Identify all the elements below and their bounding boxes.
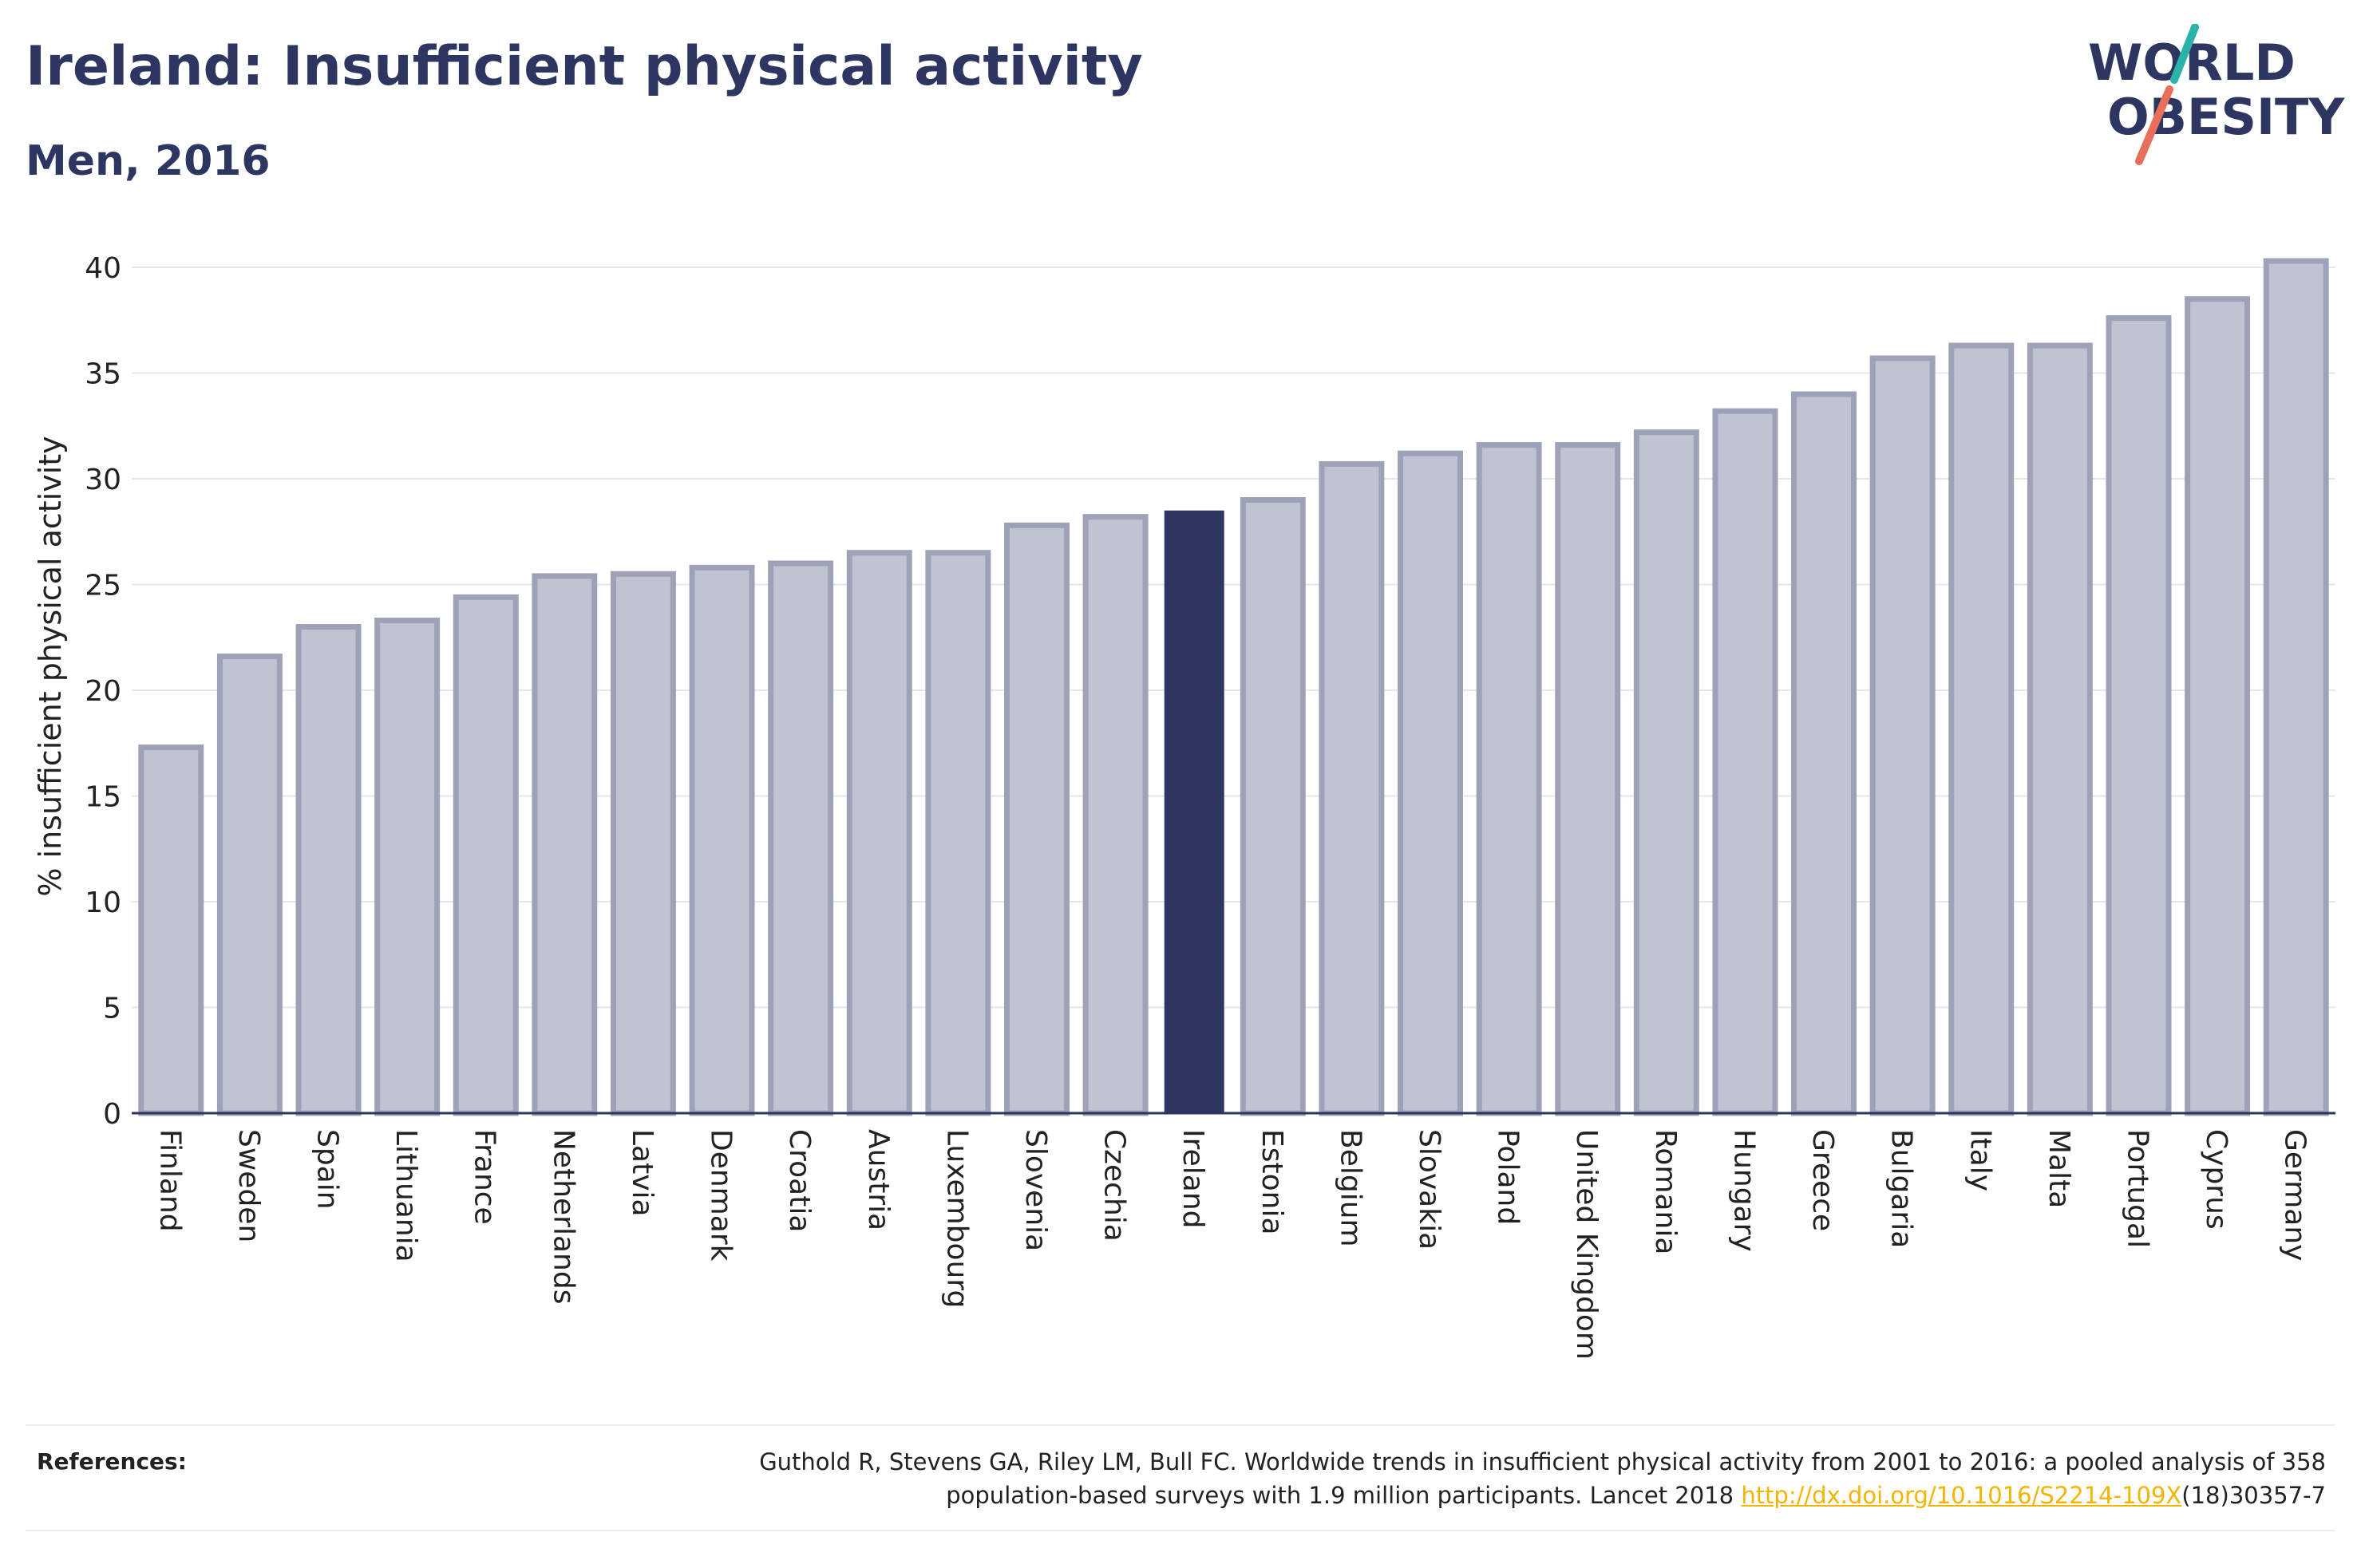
- x-tick-label: Croatia: [783, 1129, 816, 1232]
- x-tick-label: Slovenia: [1019, 1129, 1052, 1251]
- chart-title: Ireland: Insufficient physical activity: [26, 35, 1143, 98]
- x-tick-label: Poland: [1492, 1129, 1525, 1225]
- x-tick-label: Malta: [2043, 1129, 2075, 1208]
- bar-greece: [1791, 391, 1857, 1116]
- references-section: References: Guthold R, Stevens GA, Riley…: [26, 1424, 2335, 1531]
- x-tick-label: Bulgaria: [1885, 1129, 1918, 1248]
- bar-slovakia: [1398, 450, 1463, 1116]
- y-tick-label: 10: [85, 887, 121, 919]
- x-tick-label: Spain: [311, 1129, 344, 1210]
- bar-croatia: [768, 560, 834, 1116]
- y-tick-label: 15: [85, 781, 121, 814]
- y-tick-label: 25: [85, 570, 121, 602]
- references-label: References:: [37, 1448, 187, 1475]
- bar-bulgaria: [1869, 355, 1936, 1116]
- logo-slash-coral: [2135, 85, 2173, 165]
- x-tick-label: Latvia: [626, 1129, 658, 1217]
- bar-italy: [1948, 342, 2015, 1116]
- logo-slash-teal: [2170, 24, 2199, 84]
- bar-austria: [846, 550, 912, 1116]
- x-tick-label: Netherlands: [547, 1129, 579, 1304]
- x-tick-label: Cyprus: [2200, 1129, 2232, 1230]
- x-tick-label: Austria: [862, 1129, 895, 1230]
- bar-czechia: [1082, 514, 1149, 1116]
- y-tick-label: 0: [103, 1098, 121, 1131]
- chart-subtitle: Men, 2016: [26, 137, 271, 185]
- x-tick-label: Lithuania: [390, 1129, 422, 1262]
- x-tick-label: Denmark: [705, 1129, 738, 1262]
- bar-poland: [1476, 442, 1542, 1116]
- world-obesity-logo: WORLD OBESITY: [2088, 24, 2345, 165]
- bar-estonia: [1240, 497, 1306, 1116]
- bar-cyprus: [2185, 296, 2251, 1116]
- y-tick-label: 35: [85, 358, 121, 391]
- bar-luxembourg: [925, 550, 991, 1116]
- tick-labels: 0 5 10 15 20 25 30 35 40 Finland Sweden Spain Lithua…: [85, 252, 2312, 1360]
- x-tick-label: United Kingdom: [1570, 1129, 1603, 1360]
- x-tick-label: Slovakia: [1413, 1129, 1445, 1250]
- bars: [138, 258, 2329, 1116]
- x-tick-label: Sweden: [232, 1129, 265, 1242]
- x-tick-label: Germany: [2279, 1129, 2312, 1261]
- citation-line-1: Guthold R, Stevens GA, Riley LM, Bull FC…: [759, 1448, 2326, 1475]
- x-tick-label: Romania: [1649, 1129, 1682, 1254]
- x-tick-label: Luxembourg: [940, 1129, 973, 1308]
- bar-portugal: [2106, 315, 2172, 1116]
- bar-lithuania: [374, 618, 441, 1116]
- x-tick-label: France: [469, 1129, 501, 1225]
- bar-netherlands: [532, 573, 598, 1116]
- x-tick-label: Estonia: [1256, 1129, 1288, 1235]
- bar-finland: [138, 745, 204, 1116]
- bar-romania: [1633, 429, 1699, 1116]
- x-tick-label: Hungary: [1727, 1129, 1760, 1252]
- bar-malta: [2027, 342, 2093, 1116]
- bar-sweden: [216, 654, 283, 1116]
- y-tick-label: 40: [85, 252, 121, 285]
- bar-chart: 0 5 10 15 20 25 30 35 40 Finland Sweden Spain Lithua…: [33, 252, 2335, 1360]
- x-tick-label: Greece: [1806, 1129, 1839, 1231]
- x-tick-label: Italy: [1964, 1129, 1996, 1191]
- bar-denmark: [689, 564, 755, 1116]
- y-tick-label: 30: [85, 464, 121, 496]
- logo-word-obesity: OBESITY: [2107, 88, 2345, 146]
- bar-france: [453, 594, 519, 1116]
- bar-latvia: [610, 571, 676, 1116]
- y-axis-label: % insufficient physical activity: [33, 436, 68, 896]
- y-tick-label: 5: [103, 993, 121, 1025]
- x-tick-label: Ireland: [1177, 1129, 1209, 1229]
- x-tick-label: Czechia: [1098, 1129, 1131, 1242]
- citation-line-2-end: (18)30357-7: [2181, 1482, 2326, 1509]
- bar-belgium: [1319, 460, 1385, 1116]
- bar-slovenia: [1004, 522, 1070, 1116]
- citation-line-2: population-based surveys with 1.9 millio…: [946, 1482, 1742, 1509]
- references-citation: Guthold R, Stevens GA, Riley LM, Bull FC…: [490, 1445, 2326, 1512]
- doi-link[interactable]: http://dx.doi.org/10.1016/S2214-109X: [1741, 1482, 2182, 1509]
- x-tick-label: Belgium: [1334, 1129, 1366, 1247]
- y-tick-label: 20: [85, 675, 121, 708]
- bar-ireland: [1164, 510, 1224, 1113]
- bar-spain: [295, 624, 362, 1116]
- x-tick-label: Portugal: [2121, 1129, 2153, 1248]
- bar-hungary: [1712, 408, 1778, 1116]
- x-tick-label: Finland: [153, 1129, 186, 1232]
- bar-united-kingdom: [1555, 442, 1621, 1116]
- bar-germany: [2263, 258, 2329, 1116]
